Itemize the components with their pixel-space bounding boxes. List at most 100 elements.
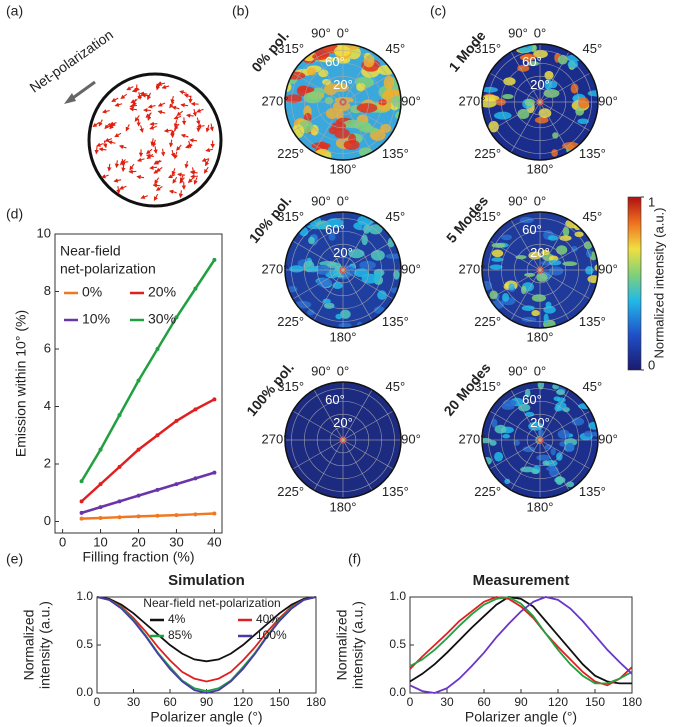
heatmap-blob bbox=[517, 64, 530, 72]
x-tick-label: 120 bbox=[548, 695, 568, 709]
y-axis-label: Normalized bbox=[21, 610, 37, 681]
polar-spoke bbox=[342, 439, 394, 470]
polar-rim bbox=[481, 211, 599, 329]
series-marker bbox=[98, 482, 103, 487]
polar-spoke bbox=[313, 269, 344, 321]
x-tick-label: 10 bbox=[93, 534, 107, 549]
dipole-arrow bbox=[149, 165, 158, 170]
y-tick-label: 0.5 bbox=[76, 637, 93, 651]
dipole-arrow bbox=[205, 124, 210, 133]
dipole-arrow bbox=[92, 122, 100, 128]
polar-spoke bbox=[539, 219, 570, 271]
heatmap-blob bbox=[493, 111, 512, 120]
series-marker bbox=[136, 514, 141, 519]
colorbar-tick-label: 0 bbox=[648, 357, 655, 372]
heatmap-blob bbox=[541, 249, 550, 256]
radial-label: 20° bbox=[333, 245, 353, 260]
panel-label: (f) bbox=[348, 551, 361, 567]
y-tick-label: 0 bbox=[44, 513, 51, 528]
dipole-arrow bbox=[173, 151, 178, 160]
series-line bbox=[96, 596, 317, 683]
heatmap-blob bbox=[577, 118, 589, 125]
dipole-arrow bbox=[113, 178, 122, 183]
dipole-arrow bbox=[98, 147, 107, 152]
dipole-arrow bbox=[183, 93, 192, 98]
series-line bbox=[409, 596, 633, 687]
series-marker bbox=[98, 447, 103, 452]
polar-spoke bbox=[510, 219, 541, 271]
dipole-arrow bbox=[149, 121, 158, 127]
heatmap-blob bbox=[557, 429, 570, 439]
legend-label: 85% bbox=[168, 628, 192, 642]
dipole-arrow bbox=[132, 99, 137, 107]
dipole-arrow bbox=[190, 174, 199, 179]
colorbar-tick-label: 1 bbox=[648, 194, 655, 209]
angle-label: 225° bbox=[474, 146, 501, 161]
x-tick-label: 40 bbox=[207, 534, 221, 549]
series-line bbox=[409, 596, 633, 694]
angle-label: 45° bbox=[385, 379, 405, 394]
dipole-arrow bbox=[173, 115, 182, 120]
polar-spoke bbox=[489, 439, 541, 470]
heatmap-blob bbox=[326, 218, 344, 228]
legend-label: 40% bbox=[256, 612, 280, 626]
series-line bbox=[409, 596, 632, 685]
x-tick-label: 150 bbox=[585, 695, 605, 709]
dipole-arrow bbox=[120, 93, 128, 99]
angle-label: 90° bbox=[401, 93, 421, 108]
polar-spoke bbox=[539, 269, 591, 300]
dipole-arrow bbox=[121, 164, 126, 173]
heatmap-blob bbox=[548, 266, 564, 276]
dipole-arrow bbox=[185, 113, 194, 118]
heatmap-blob bbox=[491, 249, 504, 258]
radial-label: 60° bbox=[325, 392, 345, 407]
angle-label: 315° bbox=[277, 379, 304, 394]
dipole-arrow bbox=[196, 117, 201, 126]
polar-spoke bbox=[539, 389, 570, 441]
legend-label: 10% bbox=[82, 311, 110, 327]
polar-spoke bbox=[539, 269, 570, 321]
angle-label: 0° bbox=[337, 363, 349, 378]
polar-spoke bbox=[342, 439, 373, 491]
dipole-arrow bbox=[168, 174, 176, 179]
dipole-arrow bbox=[140, 194, 148, 199]
dipole-arrow bbox=[129, 163, 135, 171]
heatmap-blob bbox=[571, 245, 578, 252]
series-marker bbox=[193, 286, 198, 291]
polar-spoke bbox=[489, 101, 541, 132]
dipole-arrow bbox=[168, 139, 174, 148]
series-marker bbox=[212, 257, 217, 262]
dipole-arrow bbox=[205, 147, 214, 153]
angle-label: 315° bbox=[474, 209, 501, 224]
heatmap-blob bbox=[543, 305, 556, 314]
y-axis-label: Emission within 10° (%) bbox=[13, 310, 29, 457]
polar-spoke bbox=[539, 101, 570, 153]
heatmap-blob bbox=[335, 313, 343, 320]
heatmap-blob bbox=[536, 273, 548, 282]
angle-label: 0° bbox=[534, 25, 546, 40]
dipole-arrow bbox=[103, 140, 108, 149]
angle-label: 225° bbox=[277, 484, 304, 499]
legend-label: 30% bbox=[148, 311, 176, 327]
series-marker bbox=[174, 315, 179, 320]
dipole-arrow bbox=[147, 104, 156, 109]
panel-label: (c) bbox=[430, 3, 446, 19]
polar-plot: 0°45°90°135°180°225°270°315°20°60°90°20 … bbox=[440, 359, 617, 514]
polar-spoke bbox=[313, 439, 344, 491]
dipole-arrow bbox=[170, 149, 176, 158]
heatmap-blob bbox=[325, 108, 339, 119]
radial-label: 90° bbox=[311, 25, 331, 40]
angle-label: 180° bbox=[330, 499, 357, 514]
heatmap-blob bbox=[356, 103, 378, 113]
dipole-arrow bbox=[196, 108, 204, 113]
heatmap-blob bbox=[538, 108, 552, 119]
y-tick-label: 10 bbox=[37, 225, 51, 240]
x-tick-label: 60 bbox=[163, 695, 177, 709]
x-tick-label: 90 bbox=[514, 695, 528, 709]
polar-plots: 0°45°90°135°180°225°270°315°20°60°90°0% … bbox=[243, 25, 618, 514]
heatmap-blob bbox=[562, 261, 578, 267]
polar-spoke bbox=[342, 219, 373, 271]
angle-label: 270° bbox=[459, 431, 486, 446]
dipole-arrow bbox=[139, 125, 144, 133]
